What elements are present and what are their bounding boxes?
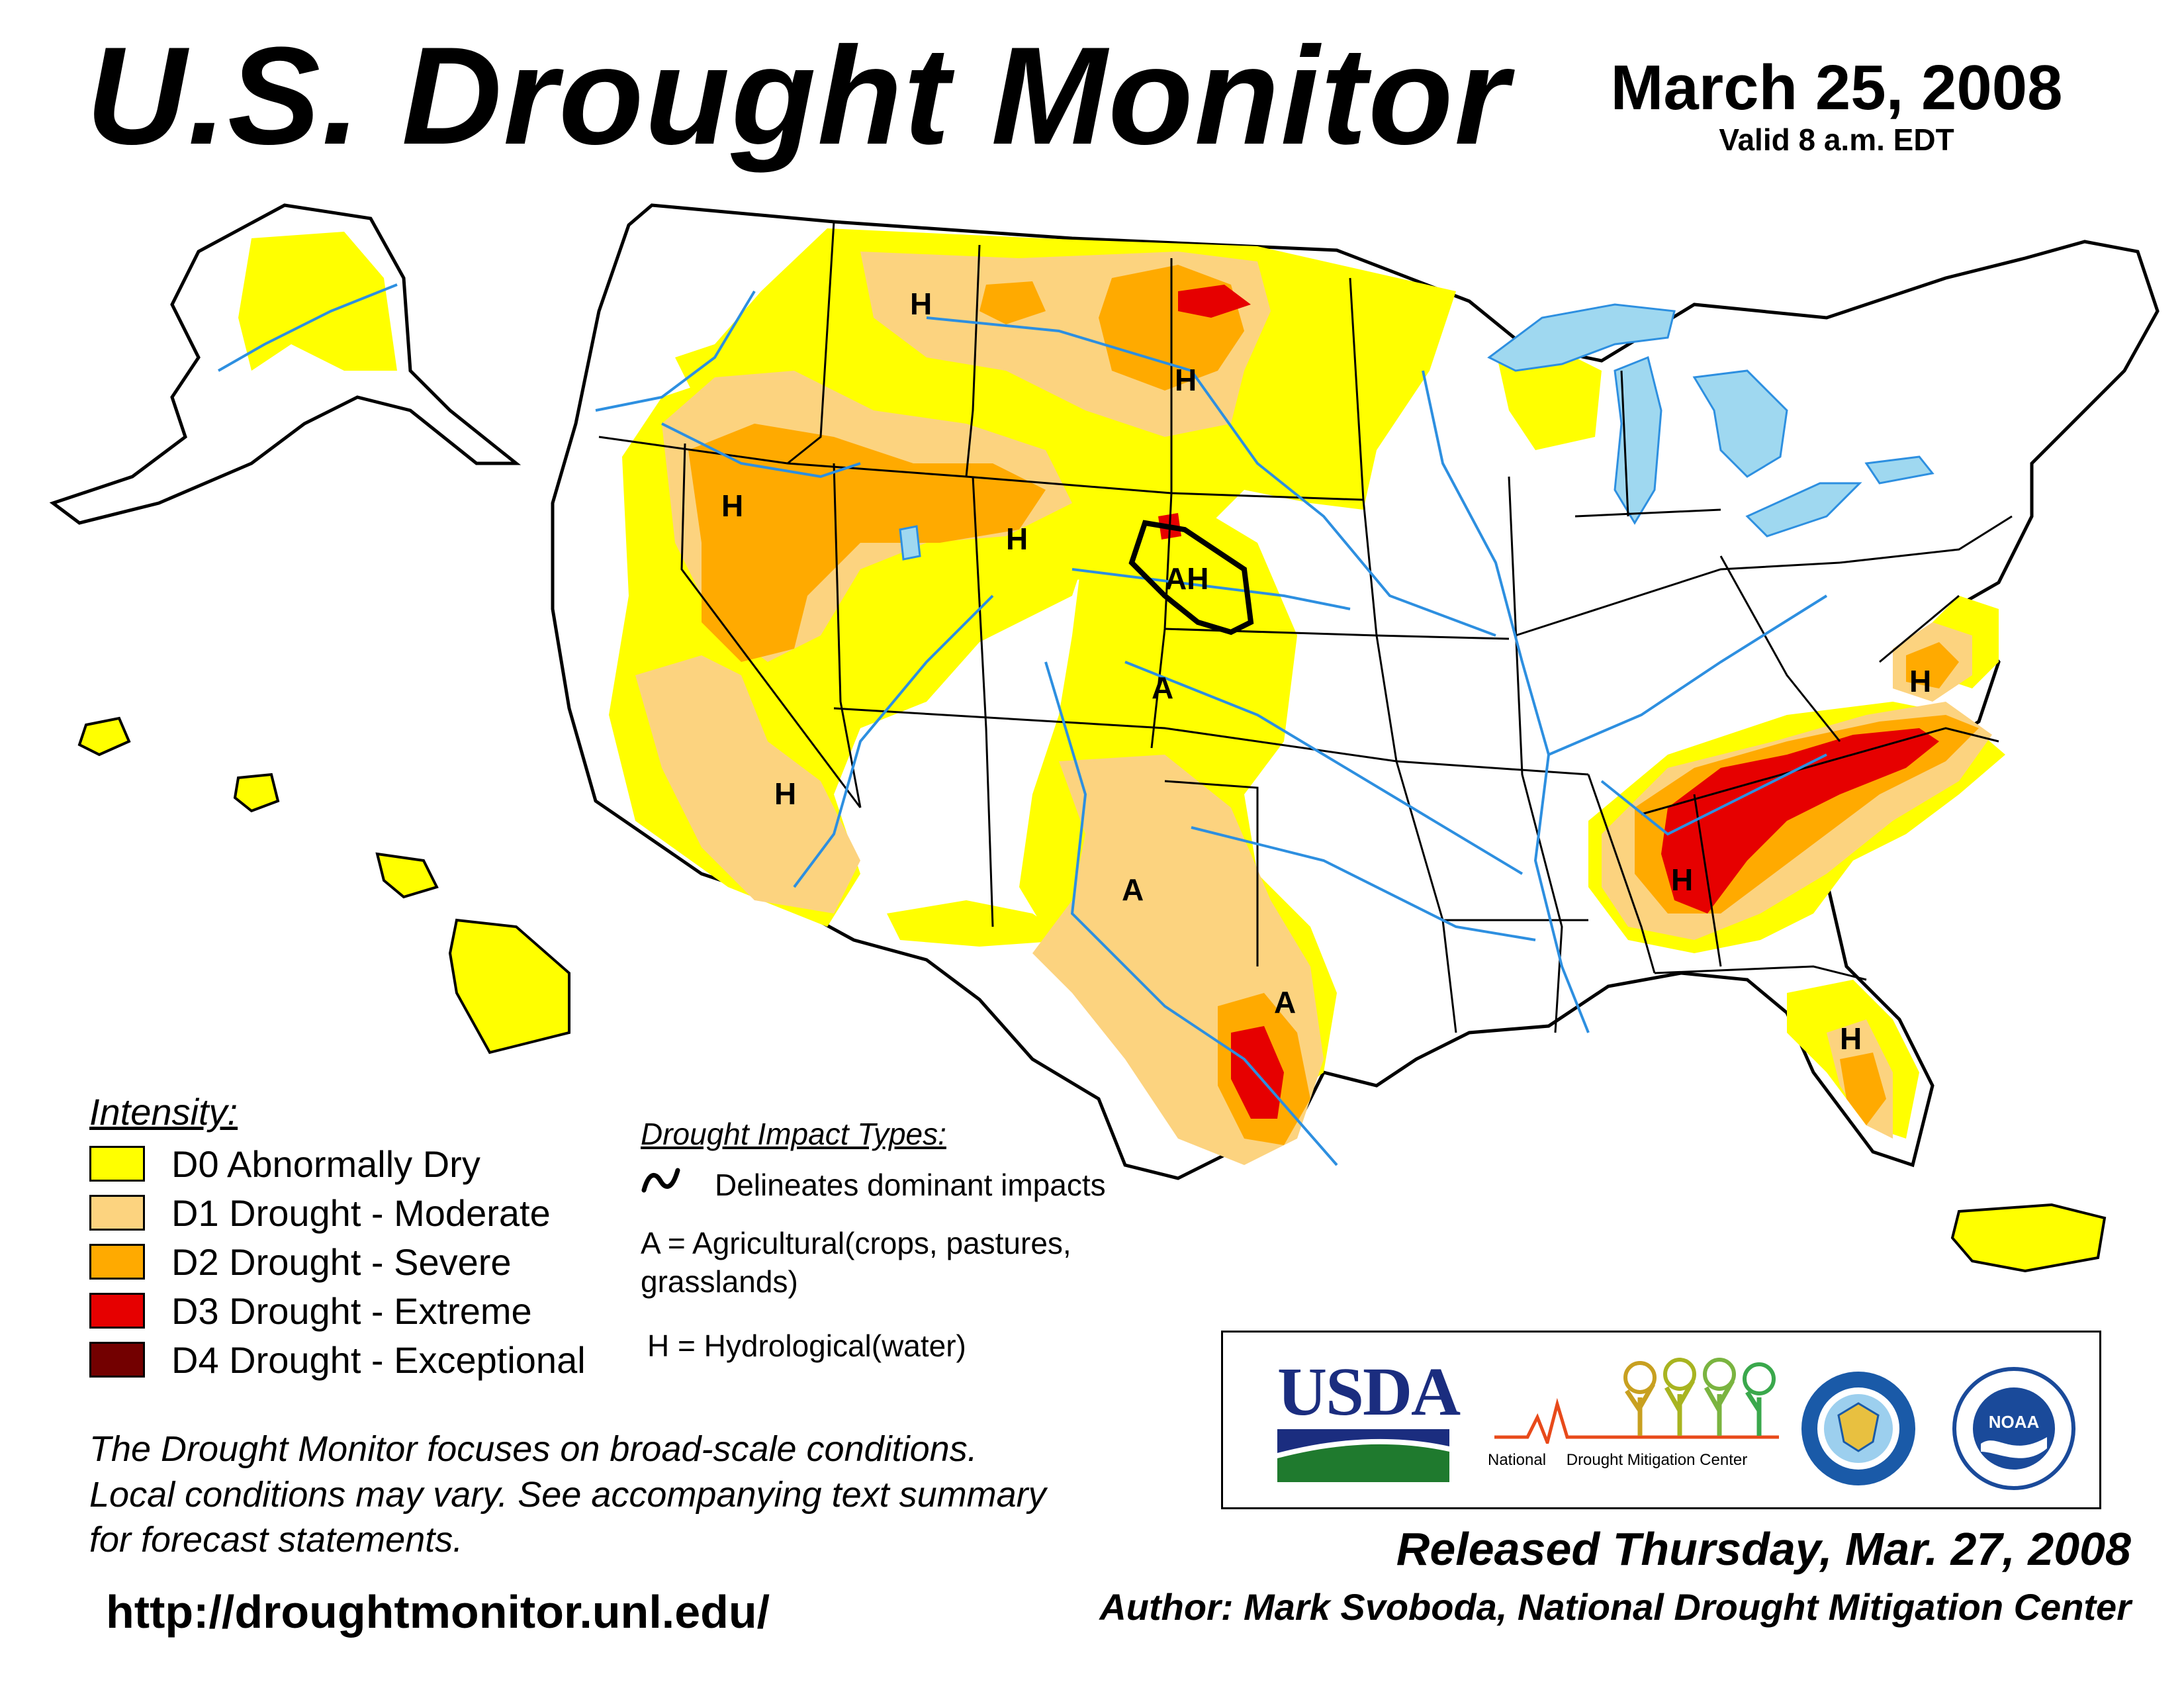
partner-logos: USDA National Drought Mitigation Center — [1221, 1331, 2101, 1509]
mississippi-river — [1422, 370, 1590, 1033]
hawaii-kauai — [77, 716, 131, 757]
red-river — [1191, 826, 1536, 941]
rio-grande — [1044, 661, 1338, 1166]
legend-swatch — [89, 1244, 145, 1280]
d2-great-basin — [688, 424, 1046, 662]
ndmc-name-part: National — [1488, 1451, 1547, 1469]
map-label: H — [774, 776, 796, 811]
map-label: H — [1671, 863, 1693, 897]
ndmc-name-part: Drought Mitigation Center — [1566, 1451, 1748, 1469]
map-date: March 25, 2008 — [1610, 52, 2063, 123]
map-label: H — [910, 287, 932, 321]
d0-southwest — [887, 900, 1072, 947]
ndmc-logo: National Drought Mitigation Center — [1488, 1358, 1779, 1490]
author-credit: Author: Mark Svoboda, National Drought M… — [1099, 1586, 2131, 1628]
d2-florida — [1840, 1053, 1886, 1125]
platte-river — [1071, 568, 1351, 610]
impact-agricultural-text: A = Agricultural(crops, pastures, — [641, 1226, 1071, 1260]
state-boundaries — [598, 221, 2013, 1033]
map-label: H — [721, 489, 743, 523]
legend-label: D1 Drought - Moderate — [171, 1192, 551, 1234]
legend-item-d1: D1 Drought - Moderate — [89, 1192, 551, 1234]
missouri-river — [926, 316, 1496, 637]
alaska — [49, 203, 522, 525]
great-salt-lake — [899, 525, 921, 561]
legend-swatch — [89, 1342, 145, 1378]
website-link[interactable]: http://droughtmonitor.unl.edu/ — [106, 1586, 770, 1638]
lake-ontario — [1864, 455, 1934, 485]
d2-virginia — [1906, 642, 1959, 688]
usda-logo: USDA — [1277, 1354, 1461, 1483]
legend-label: D3 Drought - Extreme — [171, 1289, 532, 1332]
map-label: A — [1122, 872, 1144, 907]
ndmc-logo-text: National Drought Mitigation Center — [1488, 1451, 1779, 1470]
d3-southeast — [1661, 728, 1939, 914]
great-lakes — [899, 303, 1934, 561]
d1-california-arizona — [635, 655, 860, 914]
note-line: The Drought Monitor focuses on broad-sca… — [89, 1429, 978, 1469]
map-label: H — [1006, 522, 1028, 556]
ohio-river — [1548, 594, 1828, 756]
legend-item-d2: D2 Drought - Severe — [89, 1241, 512, 1283]
page-title: U.S. Drought Monitor — [86, 18, 1510, 173]
d3-north-dakota — [1178, 285, 1251, 318]
legend-label: D0 Abnormally Dry — [171, 1143, 480, 1185]
drought-map: H H H H AH A H A A H H H — [49, 203, 2160, 1273]
map-label: H — [1909, 664, 1931, 698]
legend-label: D4 Drought - Exceptional — [171, 1338, 586, 1381]
lake-superior — [1487, 303, 1676, 372]
note-line: Local conditions may vary. See accompany… — [89, 1474, 1046, 1515]
hawaii-oahu — [233, 773, 280, 813]
legend-title: Intensity: — [89, 1091, 238, 1133]
impact-delineation-ah — [1128, 520, 1254, 635]
legend-swatch — [89, 1293, 145, 1329]
conus — [551, 203, 2160, 1180]
valid-time: Valid 8 a.m. EDT — [1719, 122, 1954, 157]
impact-labels: H H H H AH A H A A H H H — [721, 287, 1931, 1056]
tennessee-river — [1600, 753, 1827, 836]
alaska-river — [218, 283, 398, 372]
lake-erie — [1745, 482, 1862, 538]
usda-field-icon — [1277, 1429, 1449, 1482]
legend-label: D2 Drought - Severe — [171, 1241, 512, 1283]
map-label: H — [1840, 1021, 1862, 1056]
columbia-river — [595, 290, 756, 412]
impact-types-title: Drought Impact Types: — [641, 1117, 946, 1151]
snake-river — [661, 422, 861, 479]
legend-swatch — [89, 1195, 145, 1231]
map-label: A — [1152, 671, 1173, 705]
noaa-logo: NOAA — [1951, 1366, 2077, 1491]
ndmc-trees-icon — [1494, 1358, 1779, 1448]
alaska-d0 — [238, 232, 397, 371]
hawaii — [77, 716, 570, 1055]
disclaimer-note: The Drought Monitor focuses on broad-sca… — [89, 1427, 1181, 1563]
colorado-river — [793, 594, 994, 888]
note-line: for forecast statements. — [89, 1520, 463, 1560]
arkansas-river — [1124, 661, 1524, 875]
puerto-rico — [1950, 1203, 2107, 1273]
legend-item-d3: D3 Drought - Extreme — [89, 1289, 532, 1332]
noaa-logo-text: NOAA — [1988, 1412, 2040, 1432]
legend-swatch — [89, 1146, 145, 1182]
impact-hydrological-text: H = Hydrological(water) — [647, 1329, 966, 1363]
release-date: Released Thursday, Mar. 27, 2008 — [1396, 1523, 2131, 1575]
impact-agricultural-text-cont: grasslands) — [641, 1264, 798, 1299]
lake-huron — [1692, 369, 1788, 478]
legend-item-d0: D0 Abnormally Dry — [89, 1143, 480, 1185]
d2-montana — [979, 281, 1046, 324]
impact-delineate-text: Delineates dominant impacts — [715, 1168, 1106, 1202]
impact-line-icon — [641, 1168, 680, 1193]
hawaii-maui — [375, 852, 439, 899]
commerce-seal-icon — [1801, 1372, 1915, 1485]
map-label: AH — [1165, 561, 1208, 596]
alaska-outline — [49, 203, 522, 525]
usda-logo-text: USDA — [1277, 1354, 1461, 1430]
map-label: A — [1274, 985, 1296, 1019]
rivers — [595, 290, 1828, 1166]
map-label: H — [1175, 363, 1197, 397]
legend-item-d4: D4 Drought - Exceptional — [89, 1338, 586, 1381]
noaa-seal-icon — [1952, 1367, 2075, 1490]
hawaii-big-island — [448, 918, 570, 1055]
